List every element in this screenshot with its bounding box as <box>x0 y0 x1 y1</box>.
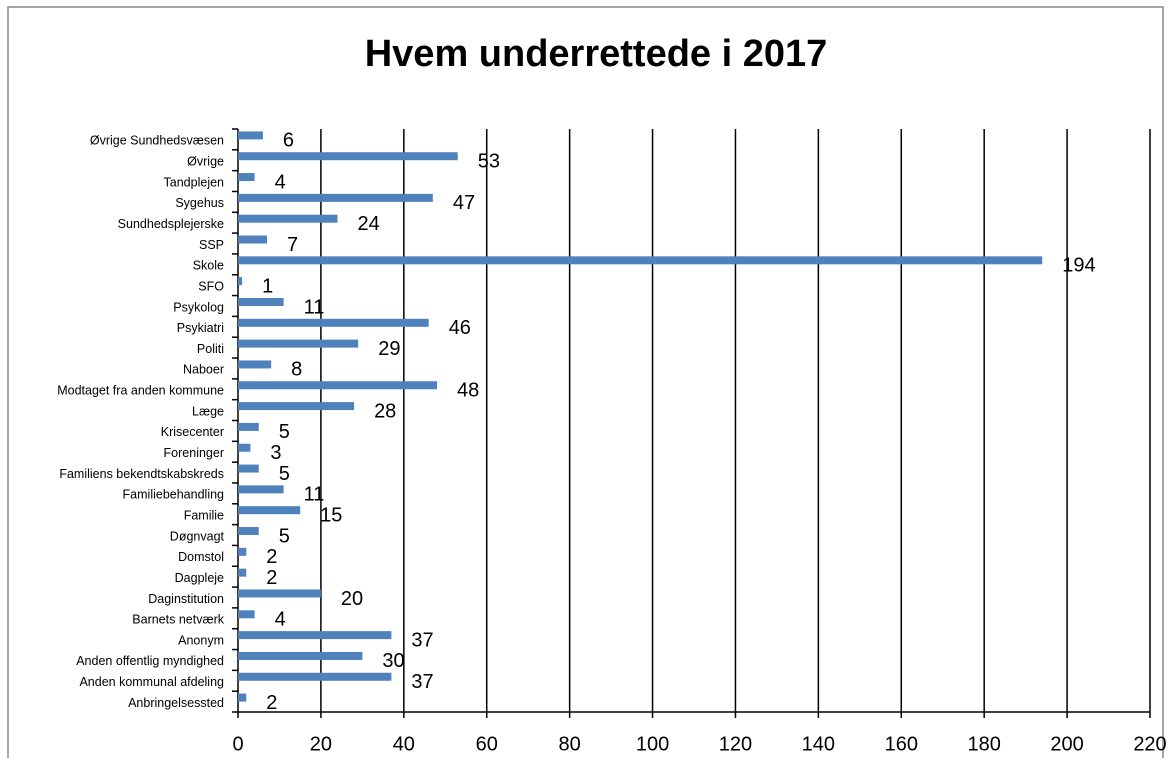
x-tick-label: 40 <box>393 733 415 755</box>
y-tick-label: Barnets netværk <box>132 613 224 627</box>
data-label: 2 <box>266 692 277 714</box>
data-label: 47 <box>453 192 475 214</box>
x-tick-label: 220 <box>1133 733 1166 755</box>
bar <box>238 527 259 536</box>
data-label: 5 <box>279 421 290 443</box>
bar <box>238 610 255 619</box>
x-tick-label: 120 <box>719 733 752 755</box>
bar <box>238 651 363 660</box>
data-label: 29 <box>378 338 400 360</box>
bar <box>238 485 284 494</box>
bar <box>238 235 268 244</box>
y-tick-label: Psykiatri <box>177 321 224 335</box>
bar <box>238 131 263 140</box>
bar <box>238 256 1043 265</box>
y-tick-label: Anonym <box>178 633 224 647</box>
bar <box>238 589 321 598</box>
data-label: 11 <box>304 296 325 318</box>
data-label: 15 <box>320 504 342 526</box>
y-tick-label: Dagpleje <box>175 571 224 585</box>
data-label: 194 <box>1062 255 1095 277</box>
data-label: 2 <box>266 567 277 589</box>
data-label: 20 <box>341 588 363 610</box>
y-tick-label: Anden offentlig myndighed <box>76 654 224 668</box>
bar <box>238 464 259 473</box>
bar <box>238 381 437 390</box>
data-label: 1 <box>262 275 273 297</box>
data-label: 5 <box>279 525 290 547</box>
data-label: 8 <box>291 359 302 381</box>
y-tick-label: Tandplejen <box>164 175 225 189</box>
data-label: 48 <box>457 380 479 402</box>
x-tick-label: 160 <box>885 733 918 755</box>
bar <box>238 214 338 223</box>
bar <box>238 193 433 202</box>
bar <box>238 297 284 306</box>
x-tick-label: 0 <box>232 733 243 755</box>
x-tick-label: 140 <box>802 733 835 755</box>
bar <box>238 693 247 702</box>
data-label: 28 <box>374 400 396 422</box>
y-tick-label: Daginstitution <box>148 592 224 606</box>
bar <box>238 422 259 431</box>
data-label: 4 <box>275 609 286 631</box>
y-tick-label: Politi <box>197 342 224 356</box>
x-tick-label: 80 <box>559 733 581 755</box>
data-label: 3 <box>270 442 281 464</box>
y-tick-label: Døgnvagt <box>170 529 225 543</box>
bar <box>238 152 458 161</box>
y-tick-label: Modtaget fra anden kommune <box>57 384 224 398</box>
bar <box>238 339 359 348</box>
y-tick-label: Øvrige <box>187 155 224 169</box>
y-tick-label: Øvrige Sundhedsvæsen <box>90 134 224 148</box>
data-label: 6 <box>283 130 294 152</box>
bar <box>238 631 392 640</box>
y-tick-label: Krisecenter <box>161 425 224 439</box>
y-tick-label: Domstol <box>178 550 224 564</box>
data-label: 7 <box>287 234 298 256</box>
x-tick-label: 180 <box>967 733 1000 755</box>
y-tick-label: Familiens bekendtskabskreds <box>59 467 224 481</box>
y-tick-label: Familiebehandling <box>123 488 225 502</box>
data-label: 4 <box>275 171 286 193</box>
data-label: 5 <box>279 463 290 485</box>
bar <box>238 318 429 327</box>
x-tick-label: 60 <box>476 733 498 755</box>
y-tick-label: Sundhedsplejerske <box>118 217 224 231</box>
data-label: 46 <box>449 317 471 339</box>
y-tick-label: Psykolog <box>173 300 224 314</box>
bar <box>238 173 255 182</box>
bar <box>238 568 247 577</box>
data-label: 37 <box>411 671 433 693</box>
bar <box>238 360 272 369</box>
x-tick-label: 200 <box>1050 733 1083 755</box>
chart-title: Hvem underrettede i 2017 <box>365 33 828 75</box>
bar <box>238 443 251 452</box>
bar <box>238 672 392 681</box>
bar <box>238 547 247 556</box>
y-tick-label: Sygehus <box>175 196 224 210</box>
y-tick-label: Naboer <box>183 363 224 377</box>
chart-frame <box>7 6 1164 758</box>
bar <box>238 506 301 515</box>
bar <box>238 402 355 411</box>
y-tick-label: SFO <box>198 279 224 293</box>
data-label: 11 <box>304 484 325 506</box>
y-tick-label: SSP <box>199 238 224 252</box>
y-tick-label: Skole <box>193 259 224 273</box>
data-label: 53 <box>478 151 500 173</box>
x-tick-label: 20 <box>310 733 332 755</box>
y-tick-label: Familie <box>184 508 224 522</box>
y-tick-label: Læge <box>192 404 224 418</box>
data-label: 2 <box>266 546 277 568</box>
data-label: 30 <box>382 650 404 672</box>
x-tick-label: 100 <box>636 733 669 755</box>
bar <box>238 277 243 286</box>
data-label: 37 <box>411 629 433 651</box>
y-tick-label: Anbringelsessted <box>128 696 224 710</box>
y-tick-label: Foreninger <box>164 446 224 460</box>
y-tick-label: Anden kommunal afdeling <box>79 675 224 689</box>
data-label: 24 <box>357 213 379 235</box>
